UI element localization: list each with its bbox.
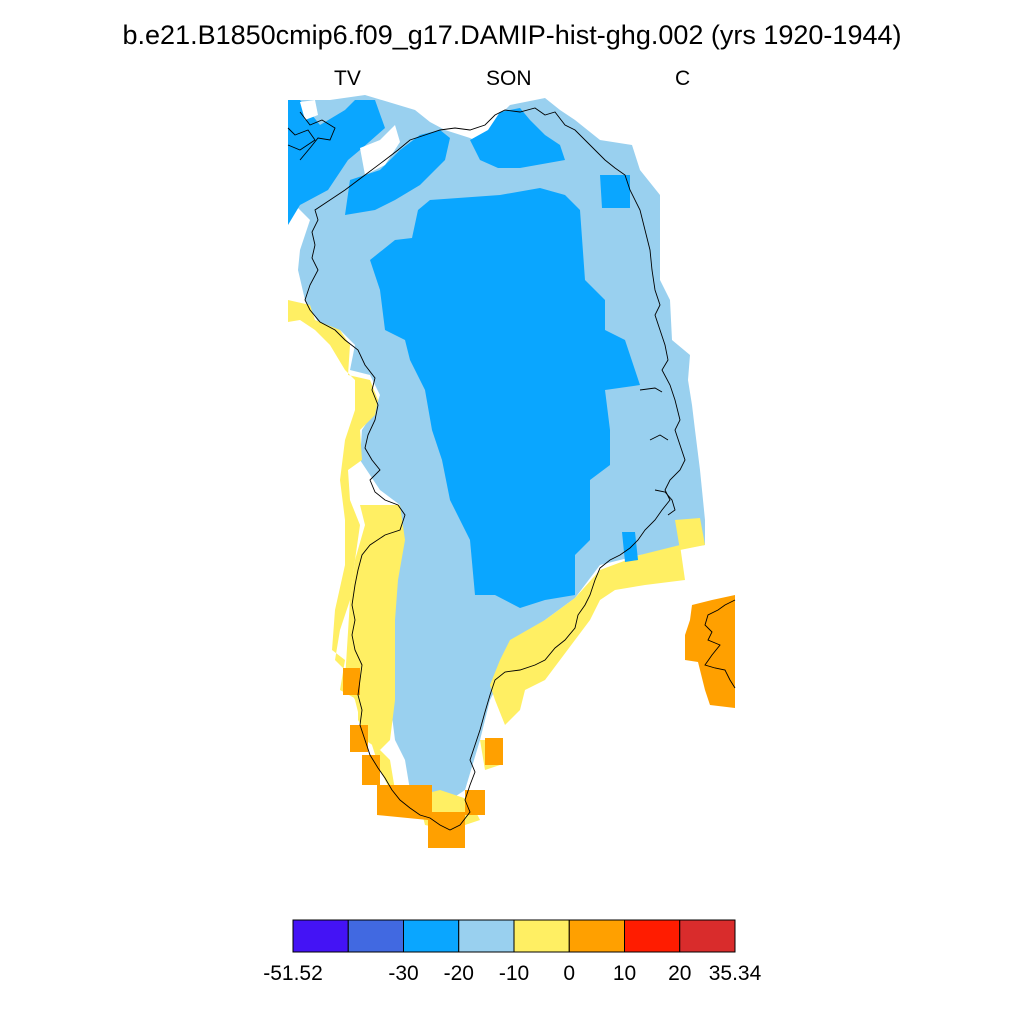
units-label: C (675, 67, 691, 90)
blue-ne-patch (600, 175, 630, 208)
blue-east-patch (622, 532, 638, 562)
season-label: SON (486, 67, 532, 90)
yellow-east-tip (675, 518, 705, 550)
colorbar-tick-label: 20 (668, 962, 692, 985)
island-ellesmere (287, 127, 316, 151)
fjord-1 (654, 489, 676, 516)
blue-interior (370, 188, 640, 608)
colorbar-tick-label: 35.34 (708, 962, 762, 985)
variable-label: TV (334, 67, 361, 90)
colorbar-bin (568, 919, 625, 953)
colorbar-bin (624, 919, 681, 953)
grid-cells (288, 95, 735, 848)
colorbar-bin (292, 919, 349, 953)
iceland-coastline (704, 599, 736, 689)
sea-gap-2 (300, 100, 318, 120)
orange-south-tip (377, 785, 465, 848)
orange-southwest-2 (350, 725, 368, 752)
colorbar-tick-label: -10 (498, 962, 530, 985)
colorbar-tick-label: -30 (388, 962, 419, 985)
colorbar-bin (347, 919, 404, 953)
fjord-3 (639, 387, 663, 393)
fjord-2 (649, 434, 669, 441)
colorbar-bin (403, 919, 460, 953)
yellow-southeast (490, 545, 685, 725)
colorbar-tick-label: 10 (612, 962, 637, 985)
sea-gap-1 (360, 125, 400, 175)
orange-south-east (465, 790, 485, 815)
colorbar-bin (458, 919, 515, 953)
orange-iceland (685, 595, 735, 708)
blue-north-coast (470, 108, 565, 168)
colorbar-bin (679, 919, 736, 953)
orange-south-east-2 (485, 738, 503, 765)
colorbar-tick-label: 0 (563, 962, 576, 985)
colorbar-bin (513, 919, 570, 953)
greenland-coastline (299, 107, 686, 831)
colorbar-tick-label: -51.52 (263, 962, 323, 985)
map-title: b.e21.B1850cmip6.f09_g17.DAMIP-hist-ghg.… (122, 20, 902, 50)
blue-north-channel (345, 130, 450, 215)
colorbar-tick-label: -20 (443, 962, 474, 985)
orange-southwest-3 (362, 755, 380, 785)
orange-southwest-1 (343, 668, 360, 695)
blue-north-west (288, 100, 385, 225)
coastline (287, 107, 736, 831)
